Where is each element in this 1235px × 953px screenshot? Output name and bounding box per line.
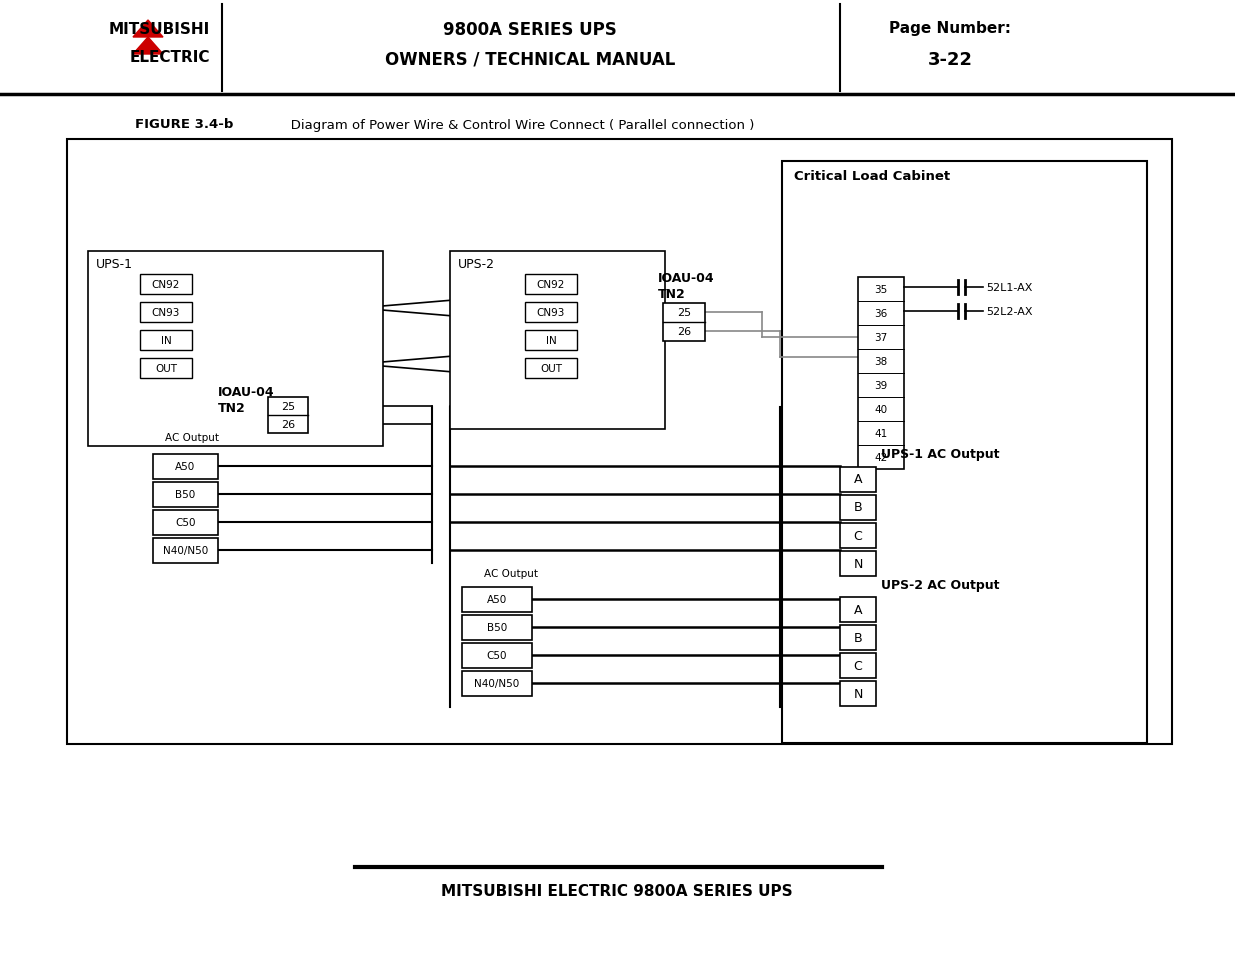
- Text: C: C: [853, 659, 862, 672]
- Text: 41: 41: [874, 429, 888, 438]
- Bar: [67, 140, 1172, 744]
- Bar: [525, 331, 577, 351]
- Text: A: A: [853, 603, 862, 616]
- Text: B50: B50: [175, 490, 195, 499]
- Text: 35: 35: [874, 285, 888, 294]
- Text: 37: 37: [874, 333, 888, 343]
- Text: IOAU-04: IOAU-04: [658, 272, 715, 284]
- Text: A50: A50: [175, 461, 195, 472]
- Bar: [840, 598, 876, 622]
- Bar: [840, 468, 876, 493]
- Text: TN2: TN2: [219, 401, 246, 414]
- Text: C: C: [853, 529, 862, 542]
- Text: 25: 25: [280, 401, 295, 412]
- Bar: [140, 358, 191, 378]
- Text: 26: 26: [280, 419, 295, 430]
- Text: CN93: CN93: [537, 308, 566, 317]
- Polygon shape: [133, 21, 163, 38]
- Text: IOAU-04: IOAU-04: [219, 386, 274, 399]
- Text: 52L2-AX: 52L2-AX: [986, 307, 1032, 316]
- Text: AC Output: AC Output: [484, 568, 538, 578]
- Text: Diagram of Power Wire & Control Wire Connect ( Parallel connection ): Diagram of Power Wire & Control Wire Con…: [278, 118, 755, 132]
- Text: MITSUBISHI ELECTRIC 9800A SERIES UPS: MITSUBISHI ELECTRIC 9800A SERIES UPS: [441, 883, 793, 899]
- Bar: [268, 397, 308, 434]
- Text: 39: 39: [874, 380, 888, 391]
- Text: N40/N50: N40/N50: [474, 679, 520, 688]
- Bar: [153, 482, 219, 507]
- Text: 42: 42: [874, 453, 888, 462]
- Polygon shape: [133, 38, 163, 55]
- Text: B50: B50: [487, 622, 508, 633]
- Bar: [450, 252, 664, 430]
- Text: A: A: [853, 473, 862, 486]
- Text: B: B: [853, 501, 862, 514]
- Bar: [462, 643, 532, 668]
- Bar: [462, 616, 532, 640]
- Text: C50: C50: [175, 517, 196, 527]
- Text: TN2: TN2: [658, 287, 685, 300]
- Bar: [840, 552, 876, 577]
- Bar: [840, 681, 876, 706]
- Text: C50: C50: [487, 650, 508, 660]
- Text: 36: 36: [874, 309, 888, 318]
- Text: MITSUBISHI: MITSUBISHI: [109, 23, 210, 37]
- Text: A50: A50: [487, 595, 508, 604]
- Text: B: B: [853, 631, 862, 644]
- Bar: [525, 274, 577, 294]
- Bar: [840, 496, 876, 520]
- Text: Page Number:: Page Number:: [889, 20, 1011, 35]
- Text: 3-22: 3-22: [927, 51, 972, 69]
- Text: IN: IN: [546, 335, 557, 346]
- Bar: [525, 358, 577, 378]
- Text: N: N: [853, 557, 863, 570]
- Text: UPS-1: UPS-1: [96, 257, 133, 271]
- Bar: [782, 162, 1147, 743]
- Bar: [525, 303, 577, 323]
- Text: UPS-1 AC Output: UPS-1 AC Output: [881, 448, 999, 461]
- Bar: [462, 671, 532, 697]
- Bar: [858, 277, 904, 470]
- Bar: [140, 274, 191, 294]
- Bar: [88, 252, 383, 447]
- Text: ELECTRIC: ELECTRIC: [130, 51, 210, 66]
- Text: 26: 26: [677, 327, 692, 336]
- Text: N40/N50: N40/N50: [163, 545, 209, 556]
- Text: CN92: CN92: [537, 280, 566, 290]
- Bar: [153, 511, 219, 536]
- Text: FIGURE 3.4-b: FIGURE 3.4-b: [135, 118, 233, 132]
- Text: Critical Load Cabinet: Critical Load Cabinet: [794, 171, 950, 183]
- Text: 38: 38: [874, 356, 888, 367]
- Text: CN92: CN92: [152, 280, 180, 290]
- Bar: [140, 331, 191, 351]
- Text: OUT: OUT: [540, 364, 562, 374]
- Bar: [140, 303, 191, 323]
- Bar: [153, 538, 219, 563]
- Text: IN: IN: [161, 335, 172, 346]
- Text: 40: 40: [874, 405, 888, 415]
- Bar: [840, 625, 876, 650]
- Bar: [840, 654, 876, 679]
- Text: OWNERS / TECHNICAL MANUAL: OWNERS / TECHNICAL MANUAL: [385, 51, 676, 69]
- Text: 9800A SERIES UPS: 9800A SERIES UPS: [443, 21, 616, 39]
- Text: CN93: CN93: [152, 308, 180, 317]
- Text: OUT: OUT: [156, 364, 177, 374]
- Bar: [663, 304, 705, 341]
- Bar: [840, 523, 876, 548]
- Bar: [153, 455, 219, 479]
- Text: UPS-2 AC Output: UPS-2 AC Output: [881, 578, 999, 591]
- Text: N: N: [853, 687, 863, 700]
- Text: 52L1-AX: 52L1-AX: [986, 283, 1032, 293]
- Bar: [462, 587, 532, 613]
- Text: 25: 25: [677, 308, 692, 317]
- Text: AC Output: AC Output: [165, 433, 219, 442]
- Text: UPS-2: UPS-2: [458, 257, 495, 271]
